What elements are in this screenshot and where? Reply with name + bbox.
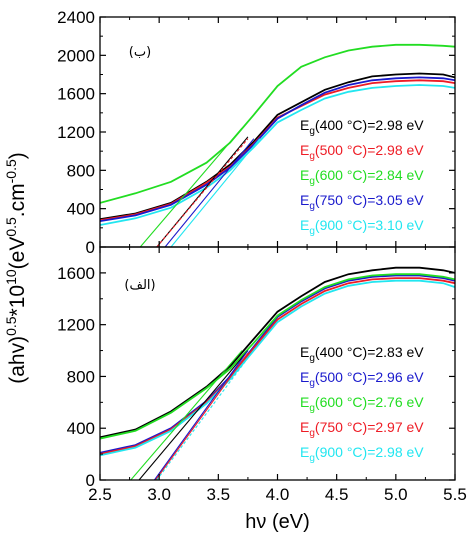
legend-entry-0: Eg(400 °C)=2.83 eV: [300, 344, 424, 364]
series-line-4: [100, 84, 455, 226]
panel-lower: 0 400 800 1200 1600 (الف) Eg(400 °C)=2.83 eV Eg…: [57, 246, 456, 490]
series-line-2: [100, 43, 455, 204]
y-tick-label: 2400: [57, 8, 95, 27]
legend-entry-2: Eg(600 °C)=2.84 eV: [300, 167, 424, 187]
y-tick-label: 800: [67, 161, 95, 180]
x-tick-label: 4.5: [325, 485, 349, 504]
y-tick-label: 1600: [57, 85, 95, 104]
series-line-3: [100, 277, 455, 455]
legend-entry-3: Eg(750 °C)=2.97 eV: [300, 419, 424, 439]
x-tick-label: 3.5: [207, 485, 231, 504]
x-axis: 2.5 3.0 3.5 4.0 4.5 5.0 5.5: [88, 485, 467, 504]
x-tick-label: 4.0: [266, 485, 290, 504]
y-tick-label: 400: [67, 419, 95, 438]
legend-entry-4: Eg(900 °C)=3.10 eV: [300, 217, 424, 237]
y-tick-label: 1200: [57, 123, 95, 142]
fit-line-2: [164, 138, 255, 247]
fit-line-3: [170, 138, 261, 247]
legend-entry-4: Eg(900 °C)=2.98 eV: [300, 444, 424, 464]
y-axis: 0 400 800 1200 1600 2000 2400: [57, 8, 455, 257]
y-tick-label: 0: [86, 238, 95, 257]
y-tick-label: 400: [67, 200, 95, 219]
y-axis: 0 400 800 1200 1600: [57, 264, 455, 490]
fit-line-4: [156, 352, 252, 480]
legend-entry-3: Eg(750 °C)=3.05 eV: [300, 192, 424, 212]
panel-tag: (الف): [124, 278, 155, 293]
x-tick-label: 5.5: [443, 485, 467, 504]
y-tick-label: 1600: [57, 264, 95, 283]
legend-entry-0: Eg(400 °C)=2.98 eV: [300, 117, 424, 137]
y-tick-label: 800: [67, 367, 95, 386]
fit-line-0: [156, 136, 249, 247]
legend-entry-1: Eg(500 °C)=2.96 eV: [300, 369, 424, 389]
x-tick-label: 5.0: [384, 485, 408, 504]
panel-upper: 0 400 800 1200 1600 2000 2400 (ب) Eg(400 °C)=2.9…: [57, 8, 456, 257]
x-tick-label: 2.5: [88, 485, 112, 504]
panel-tag: (ب): [129, 45, 151, 60]
legend-entry-2: Eg(600 °C)=2.76 eV: [300, 394, 424, 414]
y-tick-label: 1200: [57, 316, 95, 335]
y-tick-label: 0: [86, 471, 95, 490]
series-line-4: [100, 279, 455, 457]
fit-line-4: [156, 138, 249, 247]
fit-line-1: [130, 350, 243, 480]
y-axis-label: (ahv)0.5*1010(eV0.5.cm-0.5): [3, 152, 29, 384]
legend-entry-1: Eg(500 °C)=2.98 eV: [300, 142, 424, 162]
fit-line-1: [139, 127, 243, 247]
fit-line-0: [138, 350, 249, 480]
series-line-0: [100, 266, 455, 439]
fit-line-3: [155, 352, 249, 480]
series-line-2: [100, 273, 455, 440]
y-tick-label: 2000: [57, 46, 95, 65]
fit-line-2: [153, 350, 249, 480]
x-axis-label: hν (eV): [245, 511, 309, 533]
x-tick-label: 3.0: [147, 485, 171, 504]
